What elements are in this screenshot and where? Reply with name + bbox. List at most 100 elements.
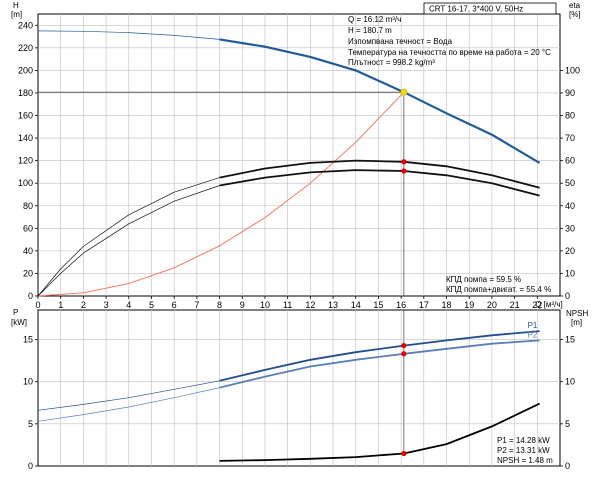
h-tick-label: 160	[18, 111, 33, 121]
q-tick-label: 16	[396, 300, 406, 310]
q-tick-label: 0	[35, 300, 40, 310]
h-tick-label: 0	[28, 291, 33, 301]
q-tick-label: 20	[487, 300, 497, 310]
h-tick-label: 180	[18, 88, 33, 98]
h-tick-label: 80	[23, 201, 33, 211]
qh-curve-thin	[37, 30, 220, 40]
info-liquid: Изпомпвана течност = Вода	[348, 37, 453, 46]
h-tick-label: 200	[18, 65, 33, 75]
q-tick-label: 17	[419, 300, 429, 310]
p-tick-label: 0	[28, 461, 33, 471]
eta-curve-thin	[37, 185, 220, 297]
eta-tick-label: 30	[565, 223, 575, 233]
p1-curve-thin	[37, 380, 220, 411]
p1-note: P1 = 14.28 kW	[497, 436, 550, 445]
q-axis-label: Q [м³/ч]	[535, 300, 562, 309]
model-box	[423, 2, 557, 15]
series-label-p1: P1	[528, 321, 538, 330]
q-tick-label: 22	[532, 300, 542, 310]
q-tick-label: 1	[58, 300, 63, 310]
eta-curve-thick	[219, 159, 540, 189]
eta-tick-label: 70	[565, 133, 575, 143]
top-plot-frame	[37, 13, 561, 297]
top-curves	[37, 30, 541, 454]
h-tick-label: 120	[18, 156, 33, 166]
p-axis-label: P	[13, 308, 18, 317]
q-tick-label: 2	[81, 300, 86, 310]
eta-tick-label: 50	[565, 178, 575, 188]
q-tick-label: 12	[305, 300, 315, 310]
h-tick-label: 20	[23, 268, 33, 278]
x-axis: 0 1 2 3 4 5 6 7 8 9 10 11 12 13 14 15 16 17 18 19 20 21 22	[35, 296, 542, 310]
npsh-axis-unit: [m]	[571, 318, 582, 327]
q-tick-label: 10	[260, 300, 270, 310]
p-tick-label: 10	[23, 377, 33, 387]
eta-axis-unit: [%]	[569, 10, 581, 19]
eta-curve-thick	[219, 169, 540, 197]
bottom-curves	[37, 330, 540, 462]
q-tick-label: 11	[283, 300, 292, 310]
power-marker	[401, 450, 407, 457]
q-tick-label: 13	[328, 300, 338, 310]
eta-tick-label: 20	[565, 246, 575, 256]
q-tick-label: 18	[442, 300, 452, 310]
h-tick-label: 40	[23, 246, 33, 256]
p1-curve-thick	[219, 330, 540, 382]
top-left-axis: 0 20 40 60 80 100 120 140 160 180 200 220 240	[18, 20, 38, 301]
top-right-axis: 0 10 20 30 40 50 60 70 80 90 100	[560, 65, 580, 301]
npsh-axis-label: NPSH	[566, 309, 588, 318]
npsh-note: NPSH = 1.48 m	[497, 456, 553, 465]
operating-point-markers	[400, 88, 408, 457]
h-tick-label: 140	[18, 133, 33, 143]
eta-tick-label: 0	[565, 291, 570, 301]
info-q: Q = 16.12 m³/ч	[348, 15, 401, 24]
p-axis-unit: [kW]	[11, 318, 27, 327]
p-tick-label: 15	[23, 335, 33, 345]
duty-point-marker	[400, 88, 408, 96]
p2-curve-thin	[37, 387, 220, 422]
system-curve-thin	[37, 91, 405, 297]
q-tick-label: 14	[351, 300, 361, 310]
q-tick-label: 7	[194, 300, 199, 310]
q-tick-label: 9	[240, 300, 245, 310]
p2-curve-thick	[219, 339, 540, 389]
h-axis-unit: [m]	[11, 10, 22, 19]
npsh-tick-label: 0	[565, 461, 570, 471]
eta-curve-thin	[37, 177, 220, 297]
power-marker	[401, 342, 407, 349]
qh-curve-thick	[219, 38, 541, 164]
q-tick-label: 4	[126, 300, 131, 310]
model-label: CRT 16-17, 3*400 V, 50Hz	[429, 5, 523, 14]
h-tick-label: 220	[18, 43, 33, 53]
q-tick-label: 21	[510, 300, 520, 310]
power-marker	[401, 351, 407, 357]
eta-tick-label: 60	[565, 156, 575, 166]
h-axis-label: H	[13, 1, 19, 10]
p-tick-label: 5	[28, 419, 33, 429]
q-tick-label: 8	[217, 300, 222, 310]
eta-tick-label: 80	[565, 111, 575, 121]
series-label-p2: P2	[528, 330, 538, 339]
bottom-right-axis: 0 5 10 15	[560, 335, 575, 471]
npsh-tick-label: 10	[565, 377, 575, 387]
bottom-gridlines	[38, 310, 560, 466]
bottom-left-axis: 0 5 10 15	[23, 335, 38, 471]
h-tick-label: 60	[23, 223, 33, 233]
q-tick-label: 5	[149, 300, 154, 310]
eta-tick-label: 40	[565, 201, 575, 211]
eta-axis-label: eta	[569, 1, 581, 10]
q-tick-label: 15	[373, 300, 383, 310]
eff-pump-note: КПД помпа = 59.5 %	[446, 275, 521, 284]
q-tick-label: 3	[104, 300, 109, 310]
eta-tick-label: 10	[565, 268, 575, 278]
h-tick-label: 100	[18, 178, 33, 188]
h-tick-label: 240	[18, 20, 33, 30]
top-gridlines	[38, 14, 560, 296]
info-density: Плътност = 998.2 kg/m³	[348, 58, 435, 67]
bottom-plot-frame	[37, 309, 561, 467]
q-tick-label: 19	[464, 300, 474, 310]
info-h: H = 180.7 m	[348, 26, 392, 35]
